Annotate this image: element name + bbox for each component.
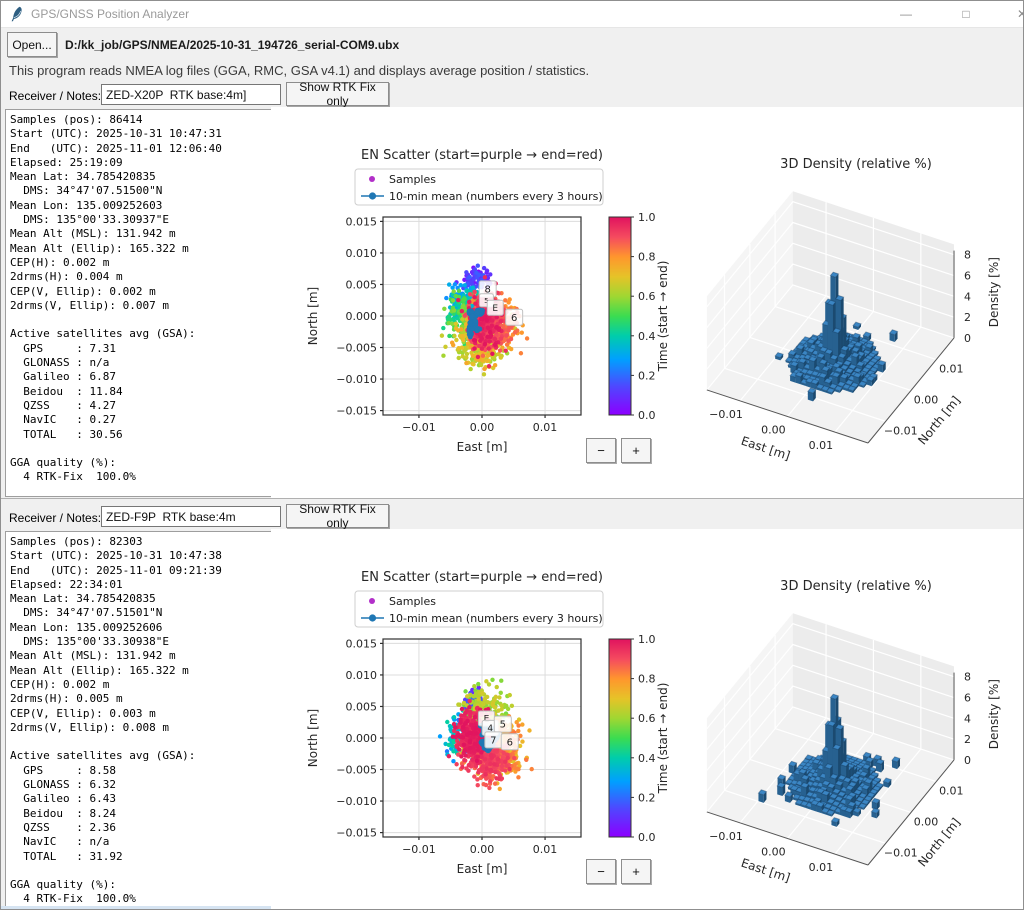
show-rtk-fix-only-button-top[interactable]: Show RTK Fix only [286, 80, 389, 108]
app-description: This program reads NMEA log files (GGA, … [9, 63, 590, 78]
open-button[interactable]: Open... [7, 32, 57, 57]
zoom-out-button-bottom[interactable]: − [586, 859, 616, 884]
app-feather-icon [9, 6, 25, 22]
maximize-button[interactable]: □ [962, 7, 970, 21]
zoom-out-button-top[interactable]: − [586, 438, 616, 463]
taskbar-edge [1, 906, 271, 909]
receiver-notes-label-top: Receiver / Notes: [9, 89, 102, 103]
show-rtk-fix-only-button-bottom[interactable]: Show RTK Fix only [286, 502, 389, 530]
receiver-notes-input-bottom[interactable] [101, 506, 281, 527]
minimize-button[interactable]: — [900, 7, 912, 21]
zoom-in-button-bottom[interactable]: + [621, 859, 651, 884]
stats-text-bottom[interactable]: Samples (pos): 82303 Start (UTC): 2025-1… [5, 531, 273, 907]
stats-text-top[interactable]: Samples (pos): 86414 Start (UTC): 2025-1… [5, 109, 273, 497]
window-title: GPS/GNSS Position Analyzer [31, 7, 190, 21]
receiver-notes-input-top[interactable] [101, 84, 281, 105]
plots-canvas-top[interactable] [271, 107, 1023, 498]
receiver-notes-label-bottom: Receiver / Notes: [9, 511, 102, 525]
plots-canvas-bottom[interactable] [271, 529, 1023, 909]
panel-separator [1, 498, 1023, 499]
title-bar: GPS/GNSS Position Analyzer — □ ✕ [1, 1, 1023, 28]
zoom-in-button-top[interactable]: + [621, 438, 651, 463]
close-button[interactable]: ✕ [1005, 1, 1023, 27]
file-path-text: D:/kk_job/GPS/NMEA/2025-10-31_194726_ser… [65, 38, 400, 52]
